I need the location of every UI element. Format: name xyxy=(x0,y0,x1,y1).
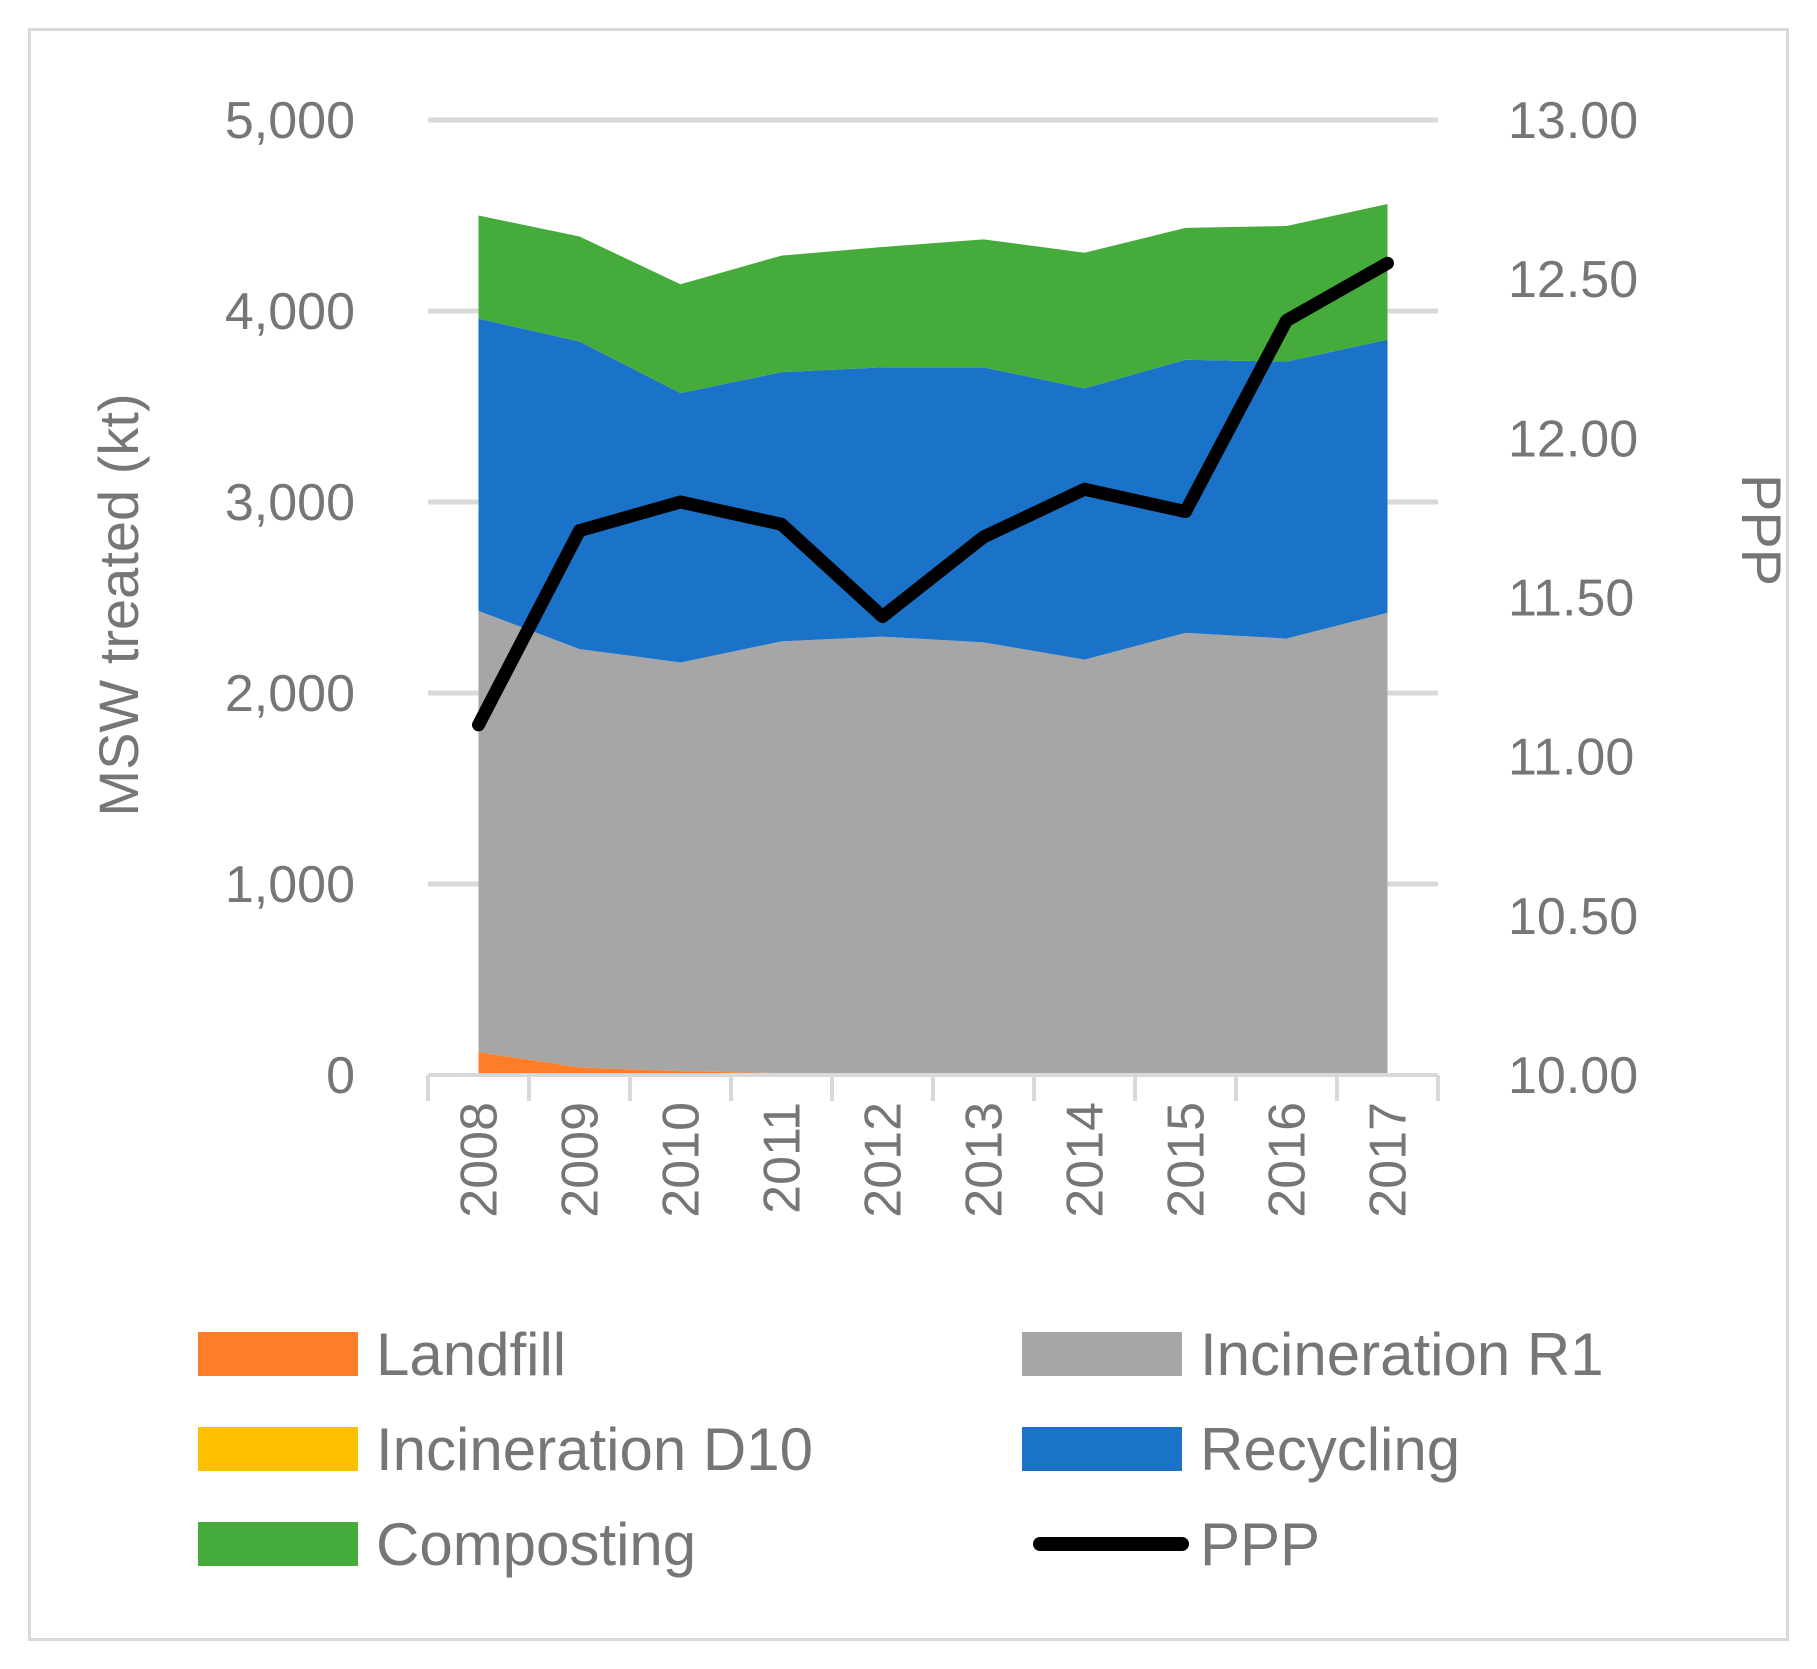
y2-tick-label: 13.00 xyxy=(1508,92,1638,150)
area-incineration-r1 xyxy=(478,610,1388,1075)
y-tick-label: 1,000 xyxy=(225,856,355,914)
y2-axis-title: PPP xyxy=(1730,474,1793,586)
y2-tick-label: 10.00 xyxy=(1508,1047,1638,1105)
legend-item: Recycling xyxy=(1022,1416,1460,1483)
legend-item: PPP xyxy=(1033,1511,1320,1578)
legend-item: Composting xyxy=(198,1511,696,1578)
legend-label: Incineration R1 xyxy=(1200,1321,1604,1388)
x-tick-label: 2017 xyxy=(1360,1102,1418,1218)
legend-item: Landfill xyxy=(198,1321,566,1388)
y2-tick-label: 12.50 xyxy=(1508,251,1638,309)
legend-swatch xyxy=(1022,1427,1182,1471)
legend-item: Incineration R1 xyxy=(1022,1321,1604,1388)
x-tick-label: 2016 xyxy=(1259,1102,1317,1218)
legend-label: PPP xyxy=(1200,1511,1320,1578)
y2-tick-label: 12.00 xyxy=(1508,410,1638,468)
x-tick-label: 2009 xyxy=(552,1102,610,1218)
legend-swatch xyxy=(198,1427,358,1471)
x-tick-label: 2012 xyxy=(855,1102,913,1218)
chart-frame xyxy=(28,28,1789,1641)
area-recycling xyxy=(478,318,1388,663)
legend-label: Recycling xyxy=(1200,1416,1460,1483)
y-axis-left: 0 1,000 2,000 3,000 4,000 5,000 xyxy=(225,92,355,1105)
area-landfill xyxy=(478,1052,1388,1075)
y2-tick-label: 11.50 xyxy=(1508,570,1634,628)
legend-swatch xyxy=(1022,1332,1182,1376)
legend-label: Composting xyxy=(376,1511,696,1578)
y-tick-label: 5,000 xyxy=(225,92,355,150)
legend-label: Landfill xyxy=(376,1321,566,1388)
legend-label: Incineration D10 xyxy=(376,1416,813,1483)
legend: Landfill Incineration R1 Incineration D10 R… xyxy=(198,1321,1604,1578)
y-tick-label: 3,000 xyxy=(225,474,355,532)
y-axis-right: 10.00 10.50 11.00 11.50 12.00 12.50 13.00 xyxy=(1508,92,1638,1105)
x-tick-label: 2011 xyxy=(754,1102,812,1214)
y-tick-label: 0 xyxy=(326,1047,355,1105)
y-tick-label: 2,000 xyxy=(225,665,355,723)
y2-tick-label: 10.50 xyxy=(1508,888,1638,946)
y-tick-label: 4,000 xyxy=(225,283,355,341)
x-tick-label: 2013 xyxy=(956,1102,1014,1218)
x-axis: 2008 2009 2010 2011 2012 2013 2014 2015 2016 2017 xyxy=(426,1073,1440,1218)
y-axis-title: MSW treated (kt) xyxy=(87,393,150,816)
legend-swatch xyxy=(198,1332,358,1376)
stacked-areas xyxy=(478,204,1388,1075)
x-tick-label: 2010 xyxy=(653,1102,711,1218)
x-tick-label: 2008 xyxy=(451,1102,509,1218)
y2-tick-label: 11.00 xyxy=(1508,729,1634,787)
series-line-ppp xyxy=(472,256,1394,732)
legend-item: Incineration D10 xyxy=(198,1416,813,1483)
x-tick-label: 2015 xyxy=(1158,1102,1216,1218)
legend-swatch xyxy=(198,1522,358,1566)
ppp-line-series xyxy=(472,256,1394,732)
x-tick-label: 2014 xyxy=(1057,1102,1115,1218)
area-composting xyxy=(478,204,1388,394)
